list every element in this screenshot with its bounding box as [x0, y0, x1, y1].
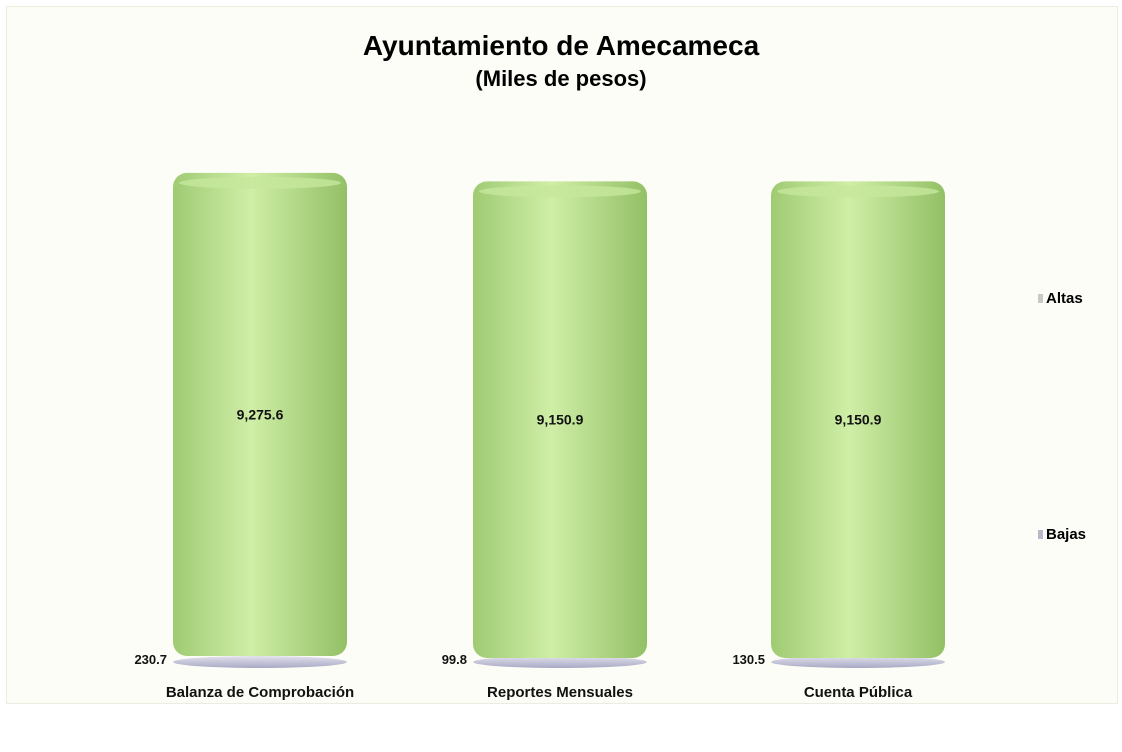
data-label-altas-0: 9,275.6	[237, 406, 284, 422]
bar-altas-1	[473, 181, 647, 658]
x-tick-label-2: Cuenta Pública	[804, 684, 913, 701]
data-label-bajas-0: 230.7	[134, 652, 167, 667]
chart-subtitle: (Miles de pesos)	[475, 66, 647, 91]
x-tick-label-1: Reportes Mensuales	[487, 684, 633, 701]
legend-label-bajas: Bajas	[1046, 526, 1087, 543]
legend-label-altas: Altas	[1046, 290, 1083, 307]
bar-altas-2	[771, 181, 945, 658]
data-label-altas-2: 9,150.9	[835, 412, 882, 428]
bar-altas-top-1	[479, 185, 641, 198]
bar-bajas-1	[473, 656, 647, 668]
bar-altas-top-2	[777, 185, 939, 198]
legend-swatch-bajas	[1038, 530, 1043, 539]
data-label-bajas-1: 99.8	[442, 652, 467, 667]
chart-title: Ayuntamiento de Amecameca	[362, 30, 760, 61]
data-label-bajas-2: 130.5	[732, 652, 765, 667]
legend-item-bajas: Bajas	[1038, 526, 1086, 543]
legend-swatch-altas	[1038, 294, 1043, 303]
bar-bajas-2	[771, 656, 945, 668]
bar-bajas-0	[173, 656, 347, 668]
bar-altas-0	[173, 172, 347, 656]
legend-item-altas: Altas	[1038, 290, 1083, 307]
data-label-altas-1: 9,150.9	[537, 412, 584, 428]
bar-altas-top-0	[179, 176, 341, 189]
x-tick-label-0: Balanza de Comprobación	[166, 684, 354, 701]
